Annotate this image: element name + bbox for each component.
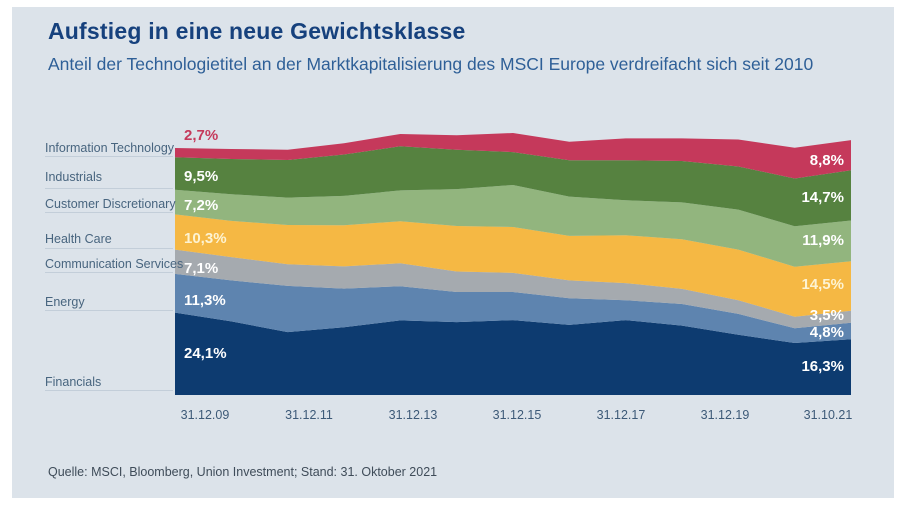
legend-rule-information-technology — [45, 156, 173, 157]
value-label-end-health-care: 14,5% — [801, 276, 844, 293]
page-subtitle: Anteil der Technologietitel an der Markt… — [48, 54, 814, 74]
legend-label-health-care: Health Care — [45, 232, 112, 246]
area-energy — [175, 273, 851, 343]
value-label-start-information-technology: 2,7% — [184, 127, 219, 144]
value-label-start-industrials: 9,5% — [184, 168, 219, 185]
value-label-start-customer-discretionary: 7,2% — [184, 197, 219, 214]
x-tick-label-6: 31.10.21 — [803, 408, 853, 422]
value-label-start-energy: 11,3% — [184, 292, 226, 309]
legend-label-energy: Energy — [45, 295, 85, 309]
source-note: Quelle: MSCI, Bloomberg, Union Investmen… — [48, 465, 438, 479]
value-label-start-financials: 24,1% — [184, 345, 227, 362]
legend-label-information-technology: Information Technology — [45, 141, 175, 155]
value-label-end-energy: 4,8% — [809, 324, 844, 341]
legend-label-communication-services: Communication Services — [45, 257, 184, 271]
area-information-technology — [175, 133, 851, 179]
legend-rule-financials — [45, 390, 173, 391]
page-title: Aufstieg in eine neue Gewichtsklasse — [48, 18, 466, 44]
legend-rule-industrials — [45, 188, 173, 189]
x-tick-label-5: 31.12.19 — [700, 408, 750, 422]
x-tick-label-0: 31.12.09 — [180, 408, 230, 422]
value-label-end-customer-discretionary: 11,9% — [802, 232, 844, 249]
legend-rule-health-care — [45, 248, 173, 249]
area-communication-services — [175, 249, 851, 329]
area-financials — [175, 312, 851, 395]
x-tick-label-2: 31.12.13 — [388, 408, 438, 422]
legend-rule-energy — [45, 310, 173, 311]
legend-label-industrials: Industrials — [45, 170, 102, 184]
legend-label-financials: Financials — [45, 375, 102, 389]
legend-rule-customer-discretionary — [45, 212, 173, 213]
value-label-end-financials: 16,3% — [801, 358, 844, 375]
area-customer-discretionary — [175, 185, 851, 267]
value-label-end-communication-services: 3,5% — [809, 307, 844, 324]
x-tick-label-3: 31.12.15 — [492, 408, 542, 422]
x-tick-label-1: 31.12.11 — [285, 408, 333, 422]
legend-rule-communication-services — [45, 272, 173, 273]
value-label-start-health-care: 10,3% — [184, 230, 227, 247]
value-label-end-industrials: 14,7% — [801, 189, 844, 206]
legend-label-customer-discretionary: Customer Discretionary — [45, 197, 176, 211]
value-label-end-information-technology: 8,8% — [809, 152, 844, 169]
value-label-start-communication-services: 7,1% — [184, 260, 219, 277]
area-industrials — [175, 146, 851, 227]
area-health-care — [175, 214, 851, 317]
x-tick-label-4: 31.12.17 — [596, 408, 646, 422]
